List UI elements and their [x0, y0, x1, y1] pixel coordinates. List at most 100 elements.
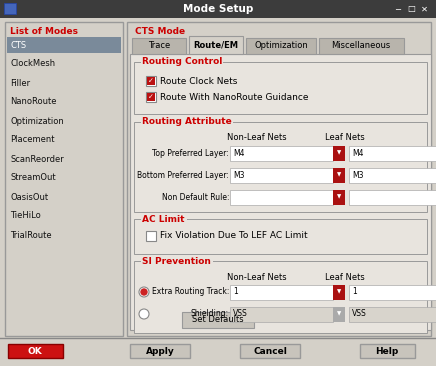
Bar: [360, 344, 415, 358]
Bar: [127, 22, 431, 336]
Text: VSS: VSS: [352, 310, 367, 318]
Circle shape: [139, 287, 149, 297]
Text: AC Limit: AC Limit: [142, 214, 184, 224]
Text: Leaf Nets: Leaf Nets: [325, 273, 365, 281]
Bar: [134, 62, 427, 114]
Bar: [146, 76, 156, 86]
Text: Miscellaneous: Miscellaneous: [331, 41, 391, 51]
Text: Fix Violation Due To LEF AC Limit: Fix Violation Due To LEF AC Limit: [160, 232, 308, 240]
Text: Placement: Placement: [10, 135, 54, 145]
Bar: [333, 307, 345, 322]
Bar: [333, 168, 345, 183]
Bar: [0, 338, 436, 366]
Text: ▼: ▼: [337, 290, 341, 295]
Text: StreamOut: StreamOut: [10, 173, 56, 183]
Circle shape: [139, 309, 149, 319]
Text: List of Modes: List of Modes: [10, 26, 78, 36]
Bar: [349, 285, 436, 300]
Text: Mode Setup: Mode Setup: [183, 4, 253, 14]
Bar: [333, 190, 345, 205]
Text: SI Prevention: SI Prevention: [142, 257, 211, 265]
Text: Leaf Nets: Leaf Nets: [325, 134, 365, 142]
Text: TrialRoute: TrialRoute: [10, 231, 51, 239]
Circle shape: [141, 289, 147, 295]
Text: M4: M4: [233, 149, 245, 157]
Text: ClockMesh: ClockMesh: [10, 60, 55, 68]
Bar: [132, 38, 186, 54]
Text: 1: 1: [352, 288, 357, 296]
Text: Trace: Trace: [148, 41, 170, 51]
Text: Set Defaults: Set Defaults: [192, 315, 244, 325]
Text: Optimization: Optimization: [10, 116, 64, 126]
Text: M3: M3: [352, 171, 364, 179]
Text: M3: M3: [233, 171, 245, 179]
Bar: [0, 0, 436, 18]
Bar: [146, 92, 156, 102]
Text: OK: OK: [27, 347, 42, 355]
Bar: [7, 37, 121, 53]
Bar: [349, 146, 436, 161]
Bar: [230, 168, 333, 183]
Bar: [230, 285, 333, 300]
Bar: [147, 77, 155, 85]
Bar: [134, 261, 427, 333]
Bar: [4, 3, 16, 14]
Bar: [230, 190, 333, 205]
Text: Optimization: Optimization: [254, 41, 308, 51]
Bar: [189, 36, 243, 54]
Text: Route/EM: Route/EM: [194, 41, 238, 49]
Text: Routing Control: Routing Control: [142, 57, 222, 67]
Text: Non-Leaf Nets: Non-Leaf Nets: [227, 134, 287, 142]
Bar: [349, 168, 436, 183]
Text: Cancel: Cancel: [253, 347, 287, 355]
Bar: [130, 54, 431, 330]
Bar: [230, 307, 333, 322]
Text: ─: ─: [395, 4, 401, 14]
Bar: [8, 344, 63, 358]
Text: ▼: ▼: [337, 311, 341, 317]
Text: ✓: ✓: [148, 78, 154, 84]
Bar: [349, 190, 436, 205]
Text: Help: Help: [375, 347, 399, 355]
Text: Shielding:: Shielding:: [191, 310, 229, 318]
Text: Apply: Apply: [146, 347, 174, 355]
Text: Route Clock Nets: Route Clock Nets: [160, 76, 237, 86]
Text: NanoRoute: NanoRoute: [10, 97, 57, 107]
Bar: [130, 344, 190, 358]
Text: ✓: ✓: [148, 94, 154, 100]
Text: ✕: ✕: [420, 4, 428, 14]
Text: OasisOut: OasisOut: [10, 193, 48, 202]
Bar: [230, 146, 333, 161]
Text: ▼: ▼: [337, 194, 341, 199]
Text: Extra Routing Track:: Extra Routing Track:: [152, 288, 229, 296]
Text: Bottom Preferred Layer:: Bottom Preferred Layer:: [137, 171, 229, 179]
Text: Non Default Rule:: Non Default Rule:: [161, 193, 229, 202]
Text: M4: M4: [352, 149, 364, 157]
Text: ▼: ▼: [337, 172, 341, 178]
Bar: [141, 257, 213, 265]
Bar: [349, 307, 436, 322]
Bar: [141, 58, 223, 66]
Text: TieHiLo: TieHiLo: [10, 212, 41, 220]
Text: □: □: [407, 4, 415, 14]
Text: CTS Mode: CTS Mode: [135, 26, 185, 36]
Bar: [147, 93, 155, 101]
Bar: [333, 146, 345, 161]
Text: Filler: Filler: [10, 78, 30, 87]
Text: 1: 1: [233, 288, 238, 296]
Bar: [246, 38, 316, 54]
Text: CTS: CTS: [10, 41, 26, 49]
Bar: [5, 22, 123, 336]
Text: Routing Attribute: Routing Attribute: [142, 117, 232, 127]
Text: Top Preferred Layer:: Top Preferred Layer:: [152, 149, 229, 157]
Bar: [134, 219, 427, 254]
Bar: [141, 118, 233, 126]
Bar: [146, 231, 156, 241]
Bar: [333, 285, 345, 300]
Text: ScanReorder: ScanReorder: [10, 154, 64, 164]
Bar: [134, 122, 427, 212]
Text: VSS: VSS: [233, 310, 248, 318]
Text: ▼: ▼: [337, 150, 341, 156]
Bar: [141, 215, 187, 223]
Text: Route With NanoRoute Guidance: Route With NanoRoute Guidance: [160, 93, 309, 101]
